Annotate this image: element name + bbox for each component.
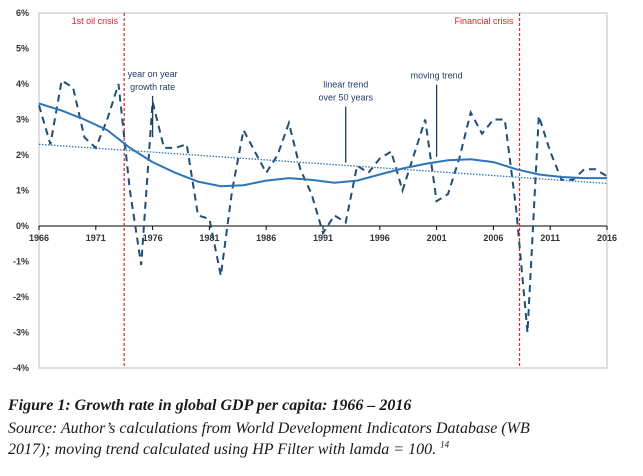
source-line-1: Source: Author’s calculations from World… — [8, 420, 530, 437]
growth-chart: 6% 5% 4% 3% 2% 1% 0% -1% -2% -3% -4% 1966 1971 1976 19… — [13, 8, 617, 373]
x-tick-label: 2001 — [427, 233, 447, 243]
source-line-2: 2017); moving trend calculated using HP … — [8, 439, 638, 460]
x-tick-label: 1966 — [29, 233, 49, 243]
annotation-label: year on year — [128, 69, 178, 79]
y-tick-label: 1% — [16, 186, 29, 196]
y-tick-label: -1% — [13, 257, 29, 267]
y-tick-label: -3% — [13, 328, 29, 338]
x-tick-label: 2006 — [483, 233, 503, 243]
series-line-solid — [38, 102, 607, 188]
x-tick-label: 1991 — [313, 233, 333, 243]
series-line-dotted — [38, 143, 608, 185]
x-tick-label: 1976 — [143, 233, 163, 243]
plot-frame — [38, 12, 608, 369]
y-tick-label: -4% — [13, 363, 29, 373]
x-tick-label: 1996 — [370, 233, 390, 243]
y-tick-label: 3% — [16, 115, 29, 125]
y-tick-label: 2% — [16, 150, 29, 160]
figure-source: Source: Author’s calculations from World… — [8, 418, 638, 460]
footnote-marker: 14 — [440, 439, 450, 450]
annotation-label: growth rate — [130, 82, 175, 92]
x-tick-label: 2011 — [540, 233, 560, 243]
figure-title: Figure 1: Growth rate in global GDP per … — [8, 397, 412, 414]
series-line-dashed — [38, 78, 608, 333]
annotation-label: linear trend — [323, 80, 368, 90]
annotation-label: over 50 years — [318, 93, 373, 103]
y-tick-label: 6% — [16, 8, 29, 18]
y-tick-label: 5% — [16, 44, 29, 54]
annotation-label: moving trend — [411, 71, 463, 81]
crisis-label: 1st oil crisis — [72, 16, 119, 26]
chart-svg: 6% 5% 4% 3% 2% 1% 0% -1% -2% -3% -4% 1966 1971 1976 19… — [13, 8, 617, 373]
x-tick-label: 2016 — [597, 233, 617, 243]
y-tick-label: 4% — [16, 79, 29, 89]
x-tick-label: 1981 — [199, 233, 219, 243]
x-tick-label: 1971 — [86, 233, 106, 243]
crisis-label: Financial crisis — [455, 16, 515, 26]
source-line-2-text: 2017); moving trend calculated using HP … — [8, 441, 437, 458]
y-tick-label: -2% — [13, 292, 29, 302]
y-tick-label: 0% — [16, 221, 29, 231]
x-tick-label: 1986 — [256, 233, 276, 243]
figure-caption: Figure 1: Growth rate in global GDP per … — [8, 396, 638, 460]
